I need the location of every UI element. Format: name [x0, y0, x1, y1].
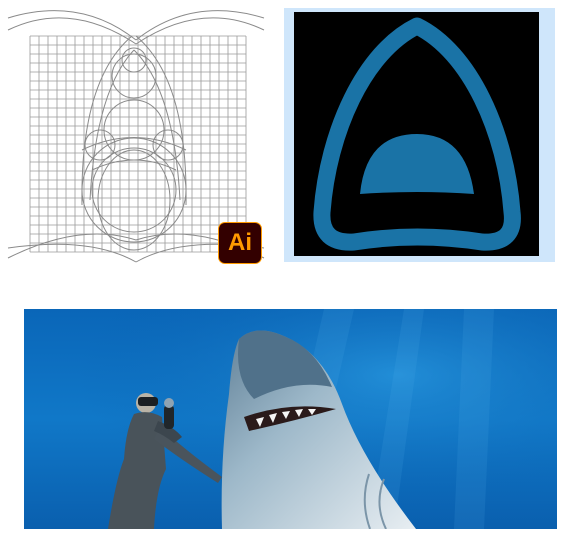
shark-and-diver-photo	[24, 309, 557, 529]
shark-fin-logo-icon	[313, 17, 521, 251]
shark-logo-panel	[284, 8, 555, 262]
construction-grid-icon	[7, 10, 265, 263]
shark-photo	[24, 309, 557, 529]
construction-grid-panel: Ai	[0, 0, 272, 268]
adobe-illustrator-icon: Ai	[218, 222, 262, 264]
logo-canvas	[294, 12, 539, 256]
